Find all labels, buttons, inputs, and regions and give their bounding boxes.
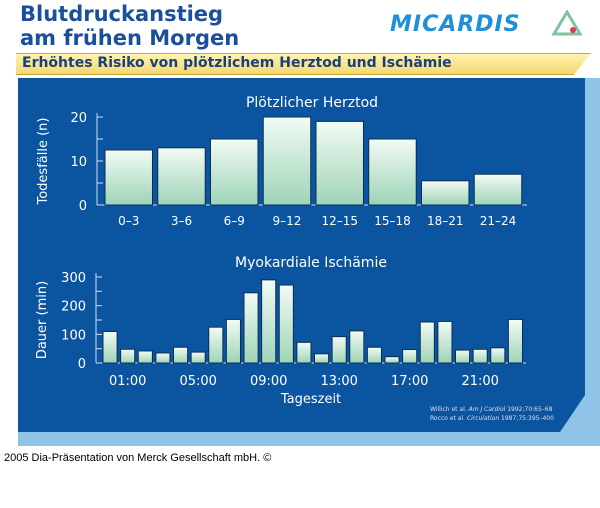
micardis-triangle-icon xyxy=(552,10,582,36)
bar-6–9 xyxy=(210,138,259,206)
x-tick-label: 21:00 xyxy=(461,374,498,389)
bar-11:00 xyxy=(296,341,312,364)
bar-21–24 xyxy=(473,173,523,206)
bar-07:00 xyxy=(225,318,241,364)
reference-2: Rocco et al. Circulation 1987;75:395–400 xyxy=(430,415,554,422)
y-tick-label: 0 xyxy=(78,357,86,372)
bar-15–18 xyxy=(368,138,417,206)
bar-19:00 xyxy=(437,320,453,364)
bar-23:00 xyxy=(507,318,523,364)
x-tick-label: 3–6 xyxy=(171,214,192,228)
x-tick-label: 05:00 xyxy=(179,374,216,389)
x-tick-label: 13:00 xyxy=(320,374,357,389)
bar-3–6 xyxy=(157,147,206,206)
subtitle-banner: Erhöhtes Risiko von plötzlichem Herztod … xyxy=(16,53,591,75)
bar-21:00 xyxy=(472,348,488,364)
title-line-2: am frühen Morgen xyxy=(20,26,240,50)
chart-title: Myokardiale Ischämie xyxy=(235,255,387,271)
bar-00:00 xyxy=(102,330,118,364)
bar-03:00 xyxy=(155,352,171,364)
bar-01:00 xyxy=(120,348,136,364)
bar-18–21 xyxy=(421,180,470,206)
y-axis-label: Todesfälle (n) xyxy=(36,118,51,206)
bar-10:00 xyxy=(278,284,294,364)
micardis-logo: MICARDIS xyxy=(390,12,521,37)
bar-16:00 xyxy=(384,356,400,364)
bar-22:00 xyxy=(490,347,506,364)
x-tick-label: 0–3 xyxy=(118,214,139,228)
bar-14:00 xyxy=(349,330,365,364)
y-tick-label: 200 xyxy=(61,300,86,315)
bar-15:00 xyxy=(366,346,382,364)
y-tick-label: 0 xyxy=(79,199,87,214)
y-tick-label: 10 xyxy=(70,155,87,170)
x-tick-label: 9–12 xyxy=(273,214,302,228)
bar-06:00 xyxy=(208,326,224,364)
x-tick-label: 15–18 xyxy=(374,214,411,228)
y-axis-label: Dauer (min) xyxy=(35,281,50,359)
bar-13:00 xyxy=(331,336,347,364)
bar-02:00 xyxy=(137,350,153,364)
x-tick-label: 12–15 xyxy=(321,214,358,228)
x-axis-label: Tageszeit xyxy=(280,392,341,407)
y-tick-label: 100 xyxy=(61,328,86,343)
x-tick-label: 21–24 xyxy=(480,214,517,228)
y-tick-label: 20 xyxy=(70,111,87,126)
x-tick-label: 6–9 xyxy=(224,214,245,228)
subtitle-text: Erhöhtes Risiko von plötzlichem Herztod … xyxy=(22,55,452,71)
bar-09:00 xyxy=(261,279,277,364)
bar-20:00 xyxy=(455,349,471,364)
x-tick-label: 17:00 xyxy=(391,374,428,389)
x-tick-label: 18–21 xyxy=(427,214,464,228)
bar-04:00 xyxy=(173,346,189,364)
bar-18:00 xyxy=(419,321,435,364)
bar-08:00 xyxy=(243,292,259,364)
bar-12–15 xyxy=(315,120,364,206)
bar-05:00 xyxy=(190,351,206,364)
title-line-1: Blutdruckanstieg xyxy=(20,2,224,26)
bar-9–12 xyxy=(262,116,312,206)
reference-1: Willich et al. Am J Cardiol 1992;70:65–6… xyxy=(430,406,553,413)
chart-title: Plötzlicher Herztod xyxy=(246,95,378,111)
y-tick-label: 300 xyxy=(61,271,86,286)
bar-12:00 xyxy=(314,353,330,364)
bar-0–3 xyxy=(104,149,153,206)
footer-copyright: 2005 Dia-Präsentation von Merck Gesellsc… xyxy=(4,452,272,464)
slide-title: Blutdruckanstieg am frühen Morgen xyxy=(20,2,239,50)
x-tick-label: 09:00 xyxy=(250,374,287,389)
bar-17:00 xyxy=(402,349,418,364)
charts: Plötzlicher Herztod Todesfälle (n) 0 10 20 0–… xyxy=(18,78,585,432)
x-tick-label: 01:00 xyxy=(109,374,146,389)
